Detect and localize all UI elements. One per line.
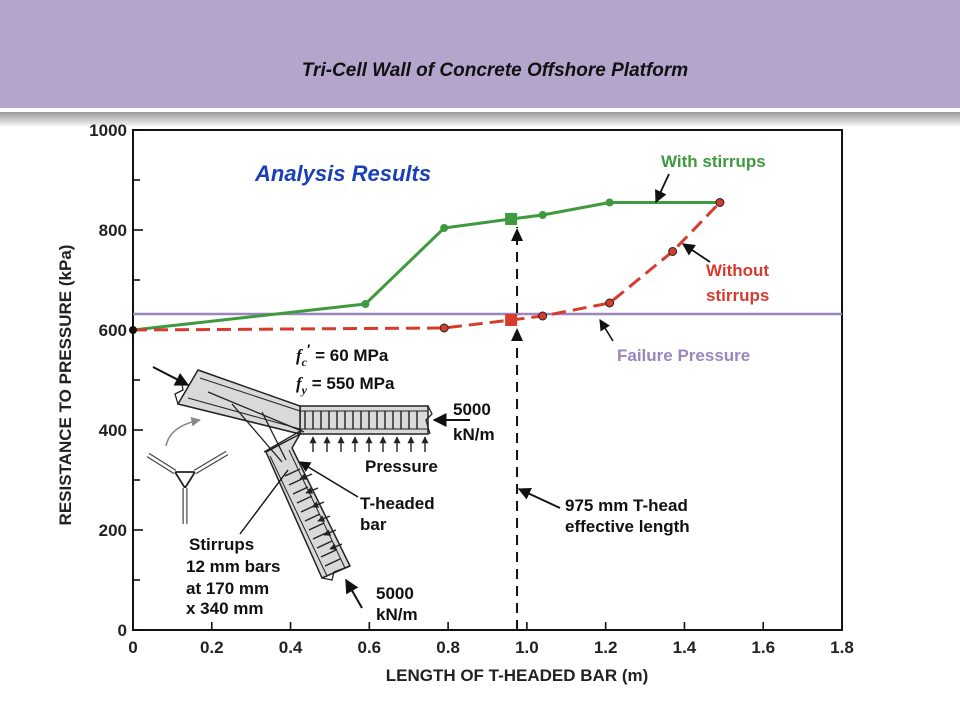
theaded-line-2: bar — [360, 515, 387, 534]
load-bottom-line-2: kN/m — [376, 605, 418, 624]
theaded-pointer — [299, 461, 359, 498]
fy-label: fy = 550 MPa — [296, 374, 395, 397]
x-tick-label: 1.8 — [830, 638, 854, 657]
x-tick-label: 1.6 — [751, 638, 775, 657]
data-point — [605, 198, 614, 207]
x-tick-label: 0 — [128, 638, 137, 657]
y-tick-label: 1000 — [89, 121, 127, 140]
y-tick-label: 800 — [99, 221, 127, 240]
without-stirrups-line-1: Without — [706, 261, 769, 280]
load-bottom-line-1: 5000 — [376, 584, 414, 603]
x-tick-label: 0.2 — [200, 638, 224, 657]
failure-pressure-label: Failure Pressure — [617, 346, 750, 365]
without-stirrups-pointer — [681, 243, 711, 263]
x-tick-label: 0.8 — [436, 638, 460, 657]
arrowhead — [511, 328, 524, 341]
marked-point — [505, 314, 518, 326]
y-tick-label: 0 — [118, 621, 127, 640]
stirrups-pointer — [239, 469, 289, 535]
y-axis-title: RESISTANCE TO PRESSURE (kPa) — [56, 245, 75, 526]
data-point — [715, 198, 725, 207]
with-stirrups-label: With stirrups — [661, 152, 766, 171]
x-tick-label: 1.2 — [594, 638, 618, 657]
gradient-band — [0, 112, 960, 126]
load-arrow-bottom — [345, 578, 363, 609]
page-title: Tri-Cell Wall of Concrete Offshore Platf… — [301, 60, 689, 81]
stirrups-line-3: at 170 mm — [186, 579, 269, 598]
t-head-illustration — [146, 369, 433, 581]
data-point — [538, 311, 548, 321]
chart-title: Analysis Results — [254, 161, 431, 186]
axes: 0 0.2 0.4 0.6 0.8 1.0 1.2 1.4 1.6 1.8 0 200 400 600 80… — [89, 121, 854, 657]
stirrups-line-4: x 340 mm — [186, 599, 264, 618]
theaded-line-1: T-headed — [360, 494, 435, 513]
x-axis-title: LENGTH OF T-HEADED BAR (m) — [386, 666, 649, 685]
load-top-line-2: kN/m — [453, 425, 495, 444]
without-stirrups-line-2: stirrups — [706, 286, 769, 305]
x-tick-label: 0.6 — [358, 638, 382, 657]
pressure-label: Pressure — [365, 457, 438, 476]
y-tick-label: 200 — [99, 521, 127, 540]
effective-length-line-1: 975 mm T-head — [565, 496, 688, 515]
data-point — [668, 247, 678, 256]
x-tick-label: 1.0 — [515, 638, 539, 657]
data-point — [439, 323, 449, 333]
load-top-line-1: 5000 — [453, 400, 491, 419]
failure-pressure-pointer — [599, 319, 614, 342]
with-stirrups-pointer — [655, 173, 670, 204]
data-point — [361, 300, 370, 308]
x-tick-label: 1.4 — [673, 638, 697, 657]
y-tick-label: 400 — [99, 421, 127, 440]
plot-frame — [132, 129, 843, 631]
stirrups-line-2: 12 mm bars — [186, 557, 281, 576]
marked-point — [505, 213, 518, 225]
x-tick-label: 0.4 — [279, 638, 303, 657]
y-tick-label: 600 — [99, 321, 127, 340]
data-point — [605, 298, 615, 308]
series-layer — [129, 198, 842, 630]
fc-label: fc′ = 60 MPa — [296, 341, 389, 369]
header-band — [0, 0, 960, 108]
stirrups-line-1: Stirrups — [189, 535, 254, 554]
header-divider — [0, 108, 960, 112]
data-point — [440, 224, 449, 232]
effective-length-pointer — [517, 488, 561, 509]
data-point — [538, 211, 547, 219]
arrowhead — [511, 228, 524, 241]
effective-length-line-2: effective length — [565, 517, 690, 536]
load-arrow-top-left — [152, 366, 190, 386]
origin-point — [129, 326, 137, 334]
pressure-arrows — [299, 436, 429, 550]
